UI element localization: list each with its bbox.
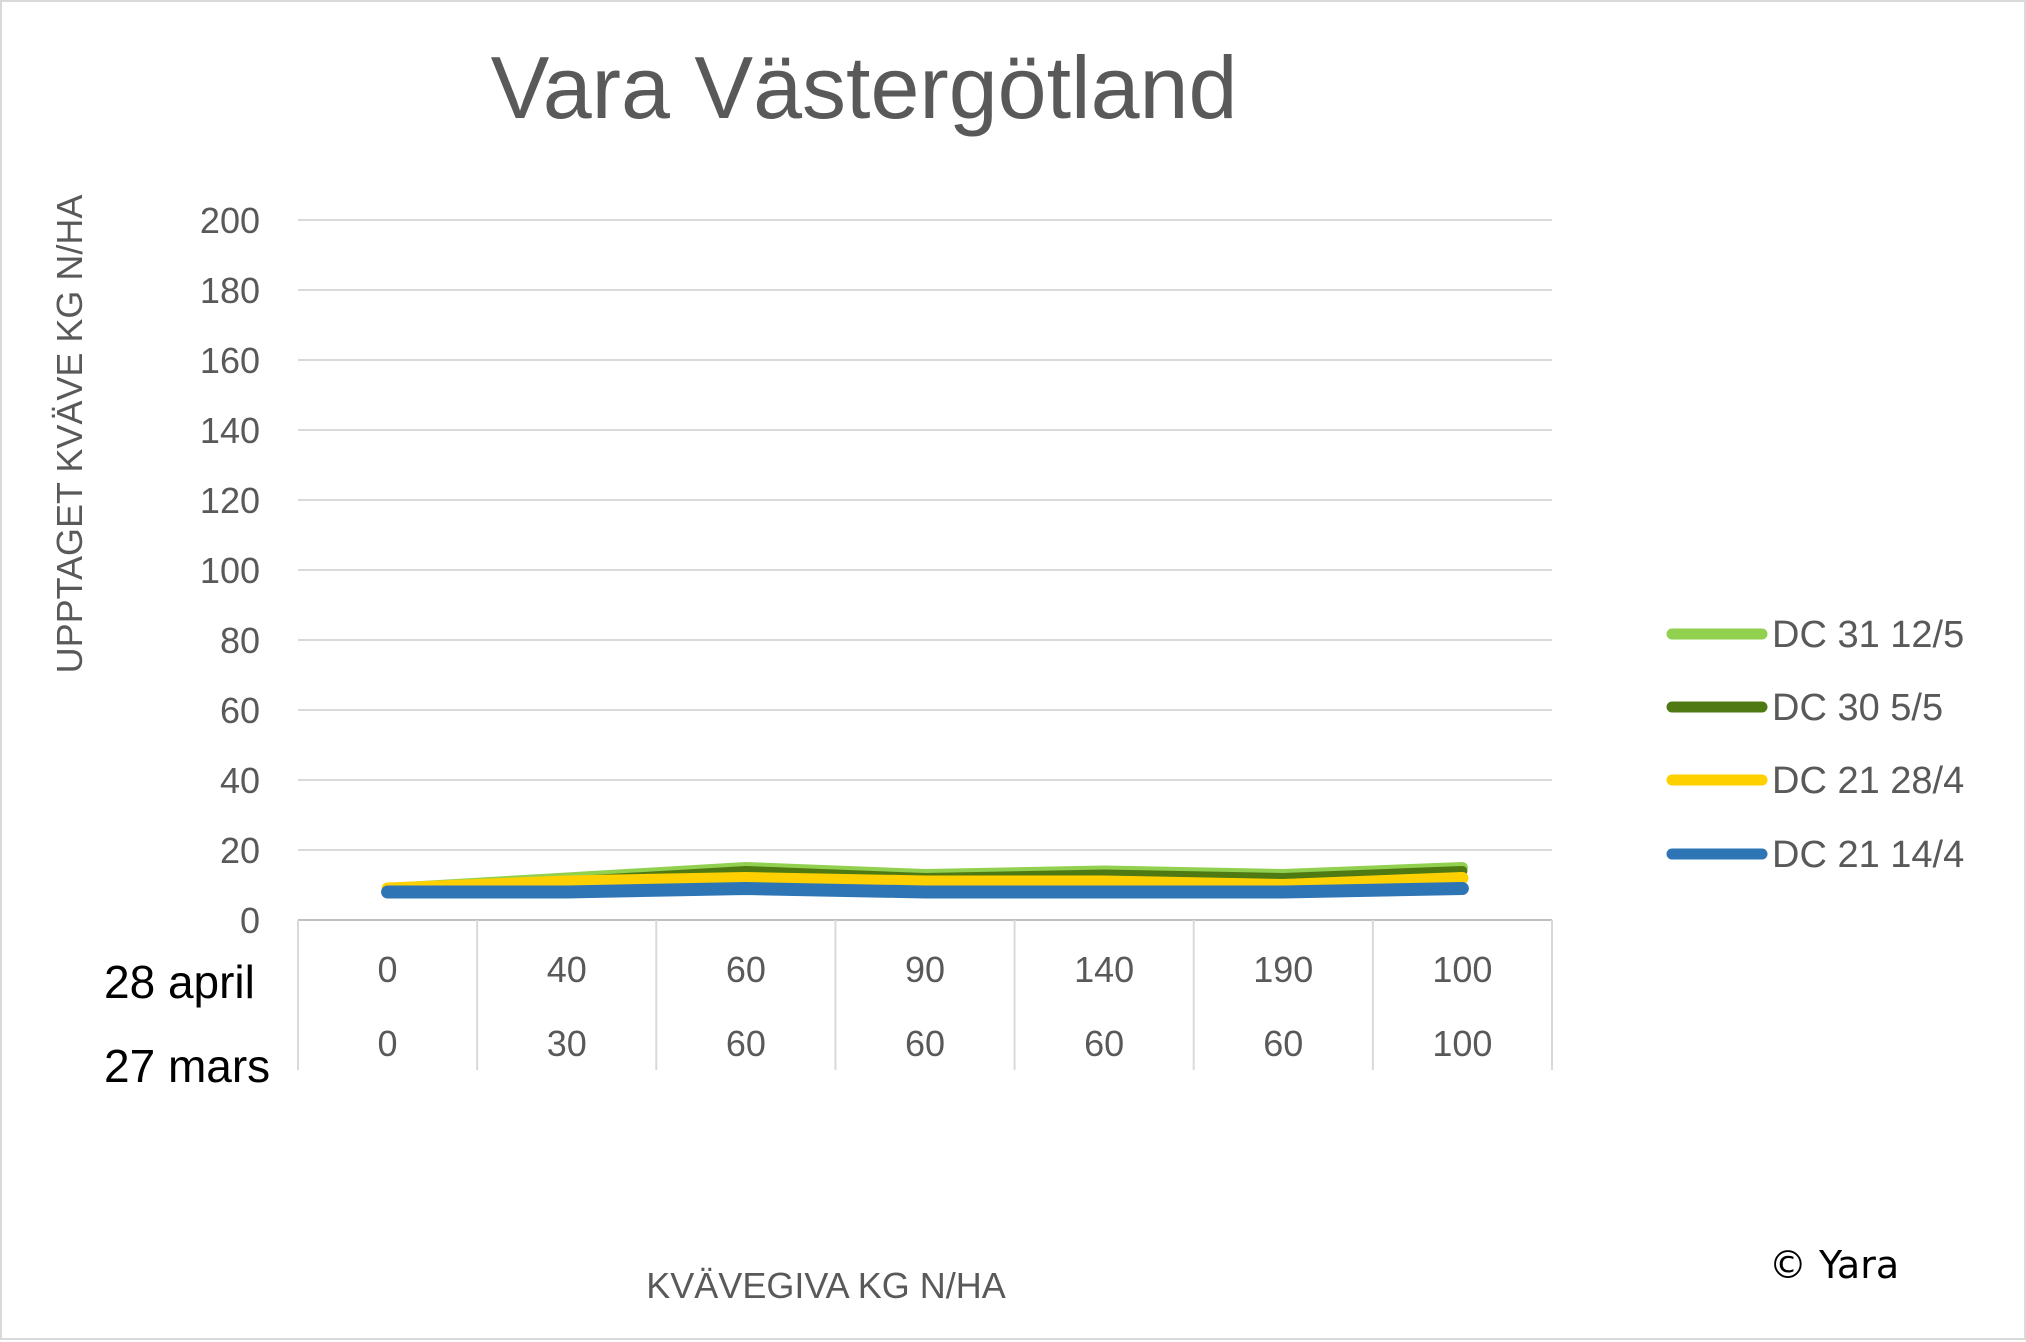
legend: DC 31 12/5 DC 30 5/5 DC 21 28/4 DC 21 14/4	[1666, 614, 1964, 876]
x-tick-label: 0	[378, 949, 398, 990]
legend-entry: DC 21 14/4	[1772, 834, 1964, 876]
series-lines	[381, 862, 1469, 899]
x-tick-label: 190	[1253, 949, 1313, 990]
y-tick-label: 160	[200, 340, 260, 381]
x-tick-label: 60	[1263, 1023, 1303, 1064]
series-line	[381, 872, 1469, 895]
x-tick-label: 100	[1432, 949, 1492, 990]
y-tick-label: 180	[200, 270, 260, 311]
x-tick-label: 60	[905, 1023, 945, 1064]
y-tick-label: 140	[200, 410, 260, 451]
legend-entry: DC 30 5/5	[1772, 687, 1943, 729]
y-tick-label: 120	[200, 480, 260, 521]
x-tick-label: 60	[1084, 1023, 1124, 1064]
y-tick-label: 0	[240, 900, 260, 941]
x-tick-label: 90	[905, 949, 945, 990]
copyright-note: © Yara	[1769, 1243, 1899, 1287]
category-row-label: 28 april	[104, 956, 255, 1008]
y-tick-label: 60	[220, 690, 260, 731]
y-tick-label: 20	[220, 830, 260, 871]
x-tick-label: 100	[1432, 1023, 1492, 1064]
y-tick-label: 200	[200, 200, 260, 241]
series-line	[381, 882, 1469, 899]
y-tick-labels: 0 20 40 60 80 100 120 140 160 180 200	[200, 200, 260, 941]
x-category-axis: 28 april 0 40 60 90 140 190 100 27 mars 0 30 60 60 60…	[104, 919, 1553, 1092]
gridlines	[298, 219, 1552, 851]
y-axis-label: UPPTAGET KVÄVE KG N/HA	[49, 195, 90, 674]
legend-entry: DC 21 28/4	[1772, 760, 1964, 802]
chart-title: Vara Västergötland	[491, 38, 1238, 137]
x-axis-label: KVÄVEGIVA KG N/HA	[646, 1265, 1005, 1306]
x-tick-label: 40	[547, 949, 587, 990]
x-tick-label: 0	[378, 1023, 398, 1064]
y-tick-label: 100	[200, 550, 260, 591]
x-tick-label: 140	[1074, 949, 1134, 990]
y-tick-label: 80	[220, 620, 260, 661]
x-tick-label: 60	[726, 949, 766, 990]
y-tick-label: 40	[220, 760, 260, 801]
category-row-label: 27 mars	[104, 1040, 270, 1092]
x-tick-label: 60	[726, 1023, 766, 1064]
legend-entry: DC 31 12/5	[1772, 614, 1964, 656]
x-tick-label: 30	[547, 1023, 587, 1064]
